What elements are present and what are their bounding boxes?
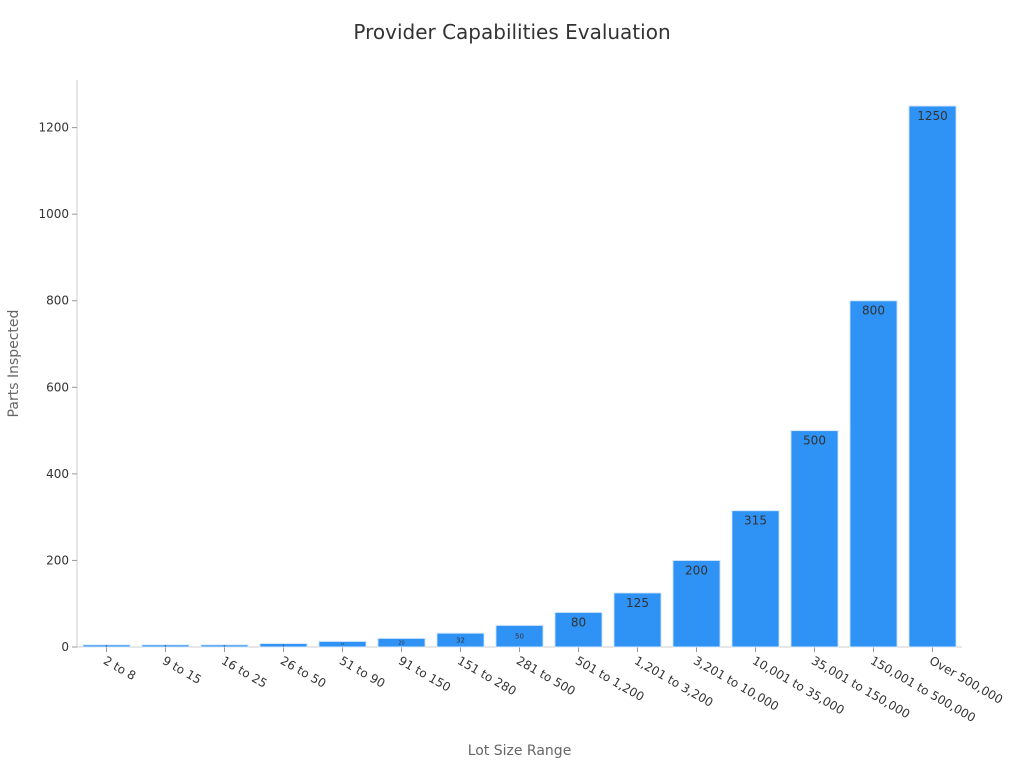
data-label: 50 (515, 633, 524, 641)
data-label: 5 (106, 644, 108, 648)
data-label: 5 (165, 644, 167, 648)
bar (259, 643, 308, 648)
bar (613, 592, 662, 648)
data-label: 8 (283, 643, 285, 647)
y-axis: 0 200 400 600 800 1000 1200 (38, 80, 78, 654)
bar (731, 510, 780, 648)
y-tick-label: 600 (46, 380, 69, 394)
data-label: 80 (571, 615, 586, 629)
x-tick-label: 2 to 8 (101, 653, 138, 683)
bar (82, 644, 131, 648)
y-tick-label: 800 (46, 294, 69, 308)
bar (849, 300, 898, 648)
y-axis-title: Parts Inspected (6, 310, 22, 418)
x-tick-label: 9 to 15 (160, 653, 204, 686)
data-labels: 5 5 5 8 13 20 32 50 80 125 200 315 500 800 1250 (106, 109, 948, 648)
y-tick-label: 1000 (38, 207, 69, 221)
x-tick-label: 281 to 500 (514, 653, 578, 698)
bar (908, 105, 957, 648)
y-tick-label: 200 (46, 553, 69, 567)
x-tick-label: 151 to 280 (455, 653, 519, 698)
bar (377, 637, 426, 648)
y-tick-label: 400 (46, 467, 69, 481)
x-tick-label: 26 to 50 (278, 653, 328, 690)
x-tick-label: 16 to 25 (219, 653, 269, 690)
x-tick-label: 51 to 90 (337, 653, 387, 690)
data-label: 800 (862, 304, 885, 318)
bar (554, 611, 603, 648)
data-label: 315 (744, 514, 767, 528)
data-label: 200 (685, 563, 708, 577)
x-axis: 2 to 8 9 to 15 16 to 25 26 to 50 51 to 90 91 … (77, 646, 1005, 725)
x-tick-label: 35,001 to 150,000 (809, 653, 912, 721)
data-label: 1250 (917, 109, 948, 123)
bar (141, 644, 190, 648)
chart-title: Provider Capabilities Evaluation (353, 20, 671, 44)
bar (790, 430, 839, 648)
bar (318, 640, 367, 648)
bar (200, 644, 249, 648)
data-label: 32 (456, 637, 465, 645)
bar (672, 559, 721, 648)
data-label: 13 (341, 642, 345, 646)
data-label: 500 (803, 434, 826, 448)
x-tick-label: 150,001 to 500,000 (868, 653, 978, 725)
data-label: 5 (224, 644, 226, 648)
bars (82, 105, 957, 648)
y-tick-label: 1200 (38, 121, 69, 135)
data-label: 20 (398, 640, 404, 646)
data-label: 125 (626, 596, 649, 610)
bar (495, 624, 544, 648)
y-tick-label: 0 (61, 640, 69, 654)
x-axis-title: Lot Size Range (468, 743, 572, 759)
bar (436, 632, 485, 648)
x-tick-label: 91 to 150 (396, 653, 453, 694)
